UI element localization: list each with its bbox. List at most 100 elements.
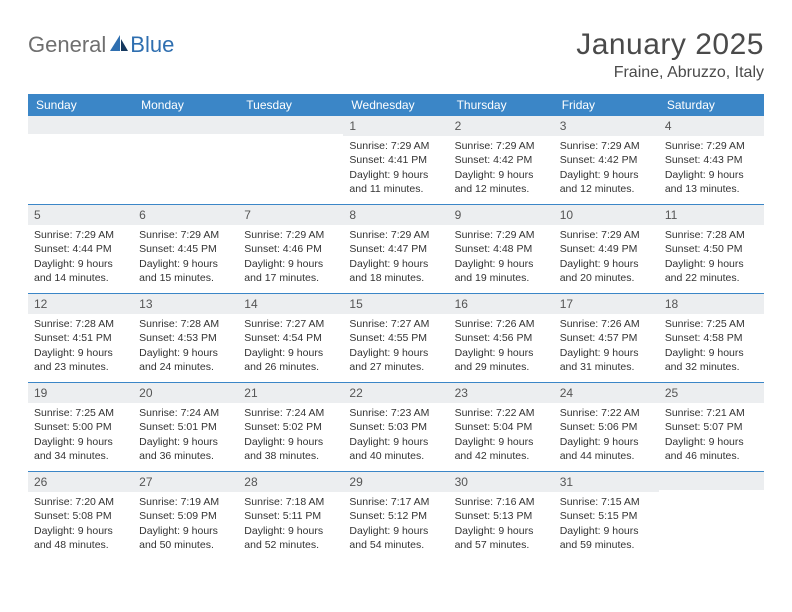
day-info-line: and 12 minutes. (455, 182, 548, 196)
calendar-cell: 13Sunrise: 7:28 AMSunset: 4:53 PMDayligh… (133, 294, 238, 382)
day-info-line: and 31 minutes. (560, 360, 653, 374)
calendar-cell (659, 472, 764, 560)
calendar-cell: 20Sunrise: 7:24 AMSunset: 5:01 PMDayligh… (133, 383, 238, 471)
calendar-cell: 28Sunrise: 7:18 AMSunset: 5:11 PMDayligh… (238, 472, 343, 560)
day-info-line: Sunrise: 7:22 AM (455, 406, 548, 420)
day-info-line: and 36 minutes. (139, 449, 232, 463)
day-info-line: Sunset: 4:44 PM (34, 242, 127, 256)
day-info-line: Sunset: 5:11 PM (244, 509, 337, 523)
dow-friday: Friday (554, 94, 659, 116)
day-info-line: Daylight: 9 hours (139, 346, 232, 360)
day-info-line: and 14 minutes. (34, 271, 127, 285)
day-info-line: Sunset: 4:57 PM (560, 331, 653, 345)
day-number: 26 (28, 472, 133, 492)
calendar-cell: 8Sunrise: 7:29 AMSunset: 4:47 PMDaylight… (343, 205, 448, 293)
day-number: 25 (659, 383, 764, 403)
day-info-line: Sunrise: 7:25 AM (34, 406, 127, 420)
calendar-cell: 9Sunrise: 7:29 AMSunset: 4:48 PMDaylight… (449, 205, 554, 293)
location-subtitle: Fraine, Abruzzo, Italy (576, 64, 764, 82)
calendar-cell: 29Sunrise: 7:17 AMSunset: 5:12 PMDayligh… (343, 472, 448, 560)
day-number (133, 116, 238, 134)
day-number: 27 (133, 472, 238, 492)
day-number: 1 (343, 116, 448, 136)
day-info-line: Sunset: 5:06 PM (560, 420, 653, 434)
calendar-week: 19Sunrise: 7:25 AMSunset: 5:00 PMDayligh… (28, 383, 764, 472)
day-number: 29 (343, 472, 448, 492)
calendar: Sunday Monday Tuesday Wednesday Thursday… (28, 94, 764, 560)
day-info-line: and 17 minutes. (244, 271, 337, 285)
day-number: 4 (659, 116, 764, 136)
day-info-line: Sunrise: 7:17 AM (349, 495, 442, 509)
calendar-cell: 30Sunrise: 7:16 AMSunset: 5:13 PMDayligh… (449, 472, 554, 560)
day-info-line: Sunrise: 7:24 AM (244, 406, 337, 420)
day-info-line: Daylight: 9 hours (244, 346, 337, 360)
day-of-week-header: Sunday Monday Tuesday Wednesday Thursday… (28, 94, 764, 116)
day-info-line: Sunrise: 7:27 AM (349, 317, 442, 331)
day-info-line: Sunrise: 7:28 AM (34, 317, 127, 331)
day-info-line: Daylight: 9 hours (349, 346, 442, 360)
calendar-cell: 7Sunrise: 7:29 AMSunset: 4:46 PMDaylight… (238, 205, 343, 293)
calendar-cell: 3Sunrise: 7:29 AMSunset: 4:42 PMDaylight… (554, 116, 659, 204)
day-info-line: and 26 minutes. (244, 360, 337, 374)
day-info-line: Sunset: 5:08 PM (34, 509, 127, 523)
calendar-cell: 1Sunrise: 7:29 AMSunset: 4:41 PMDaylight… (343, 116, 448, 204)
day-info-line: Sunrise: 7:24 AM (139, 406, 232, 420)
day-info-line: and 48 minutes. (34, 538, 127, 552)
calendar-cell (238, 116, 343, 204)
day-info-line: Daylight: 9 hours (349, 435, 442, 449)
day-info-line: Sunrise: 7:22 AM (560, 406, 653, 420)
day-info-line: Sunrise: 7:29 AM (349, 139, 442, 153)
day-info-line: Sunset: 4:45 PM (139, 242, 232, 256)
day-info-line: Sunset: 5:00 PM (34, 420, 127, 434)
day-info-line: and 42 minutes. (455, 449, 548, 463)
day-info-line: Sunset: 4:42 PM (455, 153, 548, 167)
day-info-line: Daylight: 9 hours (139, 524, 232, 538)
day-info-line: Sunset: 4:50 PM (665, 242, 758, 256)
day-number (28, 116, 133, 134)
day-info-line: Sunrise: 7:27 AM (244, 317, 337, 331)
day-info-line: and 29 minutes. (455, 360, 548, 374)
day-info-line: Sunrise: 7:29 AM (244, 228, 337, 242)
day-number: 10 (554, 205, 659, 225)
day-info-line: and 13 minutes. (665, 182, 758, 196)
day-info-line: Daylight: 9 hours (455, 346, 548, 360)
day-number: 17 (554, 294, 659, 314)
day-number: 5 (28, 205, 133, 225)
calendar-cell: 11Sunrise: 7:28 AMSunset: 4:50 PMDayligh… (659, 205, 764, 293)
day-info-line: Sunset: 4:56 PM (455, 331, 548, 345)
day-number: 11 (659, 205, 764, 225)
calendar-cell: 6Sunrise: 7:29 AMSunset: 4:45 PMDaylight… (133, 205, 238, 293)
day-info-line: Sunset: 4:43 PM (665, 153, 758, 167)
day-number: 3 (554, 116, 659, 136)
calendar-cell: 19Sunrise: 7:25 AMSunset: 5:00 PMDayligh… (28, 383, 133, 471)
day-info-line: Daylight: 9 hours (244, 435, 337, 449)
sail-icon (108, 33, 130, 58)
page-header: General Blue January 2025 Fraine, Abruzz… (28, 28, 764, 82)
day-info-line: Daylight: 9 hours (560, 257, 653, 271)
day-info-line: Daylight: 9 hours (349, 524, 442, 538)
day-info-line: Sunset: 4:55 PM (349, 331, 442, 345)
title-block: January 2025 Fraine, Abruzzo, Italy (576, 28, 764, 82)
day-info-line: Sunrise: 7:25 AM (665, 317, 758, 331)
day-info-line: Sunset: 5:02 PM (244, 420, 337, 434)
day-info-line: Daylight: 9 hours (244, 257, 337, 271)
day-info-line: Sunrise: 7:16 AM (455, 495, 548, 509)
day-number: 14 (238, 294, 343, 314)
day-number: 15 (343, 294, 448, 314)
day-info-line: Sunrise: 7:18 AM (244, 495, 337, 509)
dow-thursday: Thursday (449, 94, 554, 116)
day-info-line: Daylight: 9 hours (560, 346, 653, 360)
calendar-cell: 12Sunrise: 7:28 AMSunset: 4:51 PMDayligh… (28, 294, 133, 382)
day-number: 9 (449, 205, 554, 225)
day-info-line: Sunset: 5:04 PM (455, 420, 548, 434)
day-info-line: Sunset: 5:03 PM (349, 420, 442, 434)
day-info-line: Sunrise: 7:29 AM (349, 228, 442, 242)
day-info-line: Sunset: 4:53 PM (139, 331, 232, 345)
calendar-cell: 22Sunrise: 7:23 AMSunset: 5:03 PMDayligh… (343, 383, 448, 471)
calendar-cell: 16Sunrise: 7:26 AMSunset: 4:56 PMDayligh… (449, 294, 554, 382)
calendar-cell: 25Sunrise: 7:21 AMSunset: 5:07 PMDayligh… (659, 383, 764, 471)
day-info-line: Sunset: 4:49 PM (560, 242, 653, 256)
day-info-line: and 40 minutes. (349, 449, 442, 463)
day-number: 20 (133, 383, 238, 403)
calendar-cell: 23Sunrise: 7:22 AMSunset: 5:04 PMDayligh… (449, 383, 554, 471)
